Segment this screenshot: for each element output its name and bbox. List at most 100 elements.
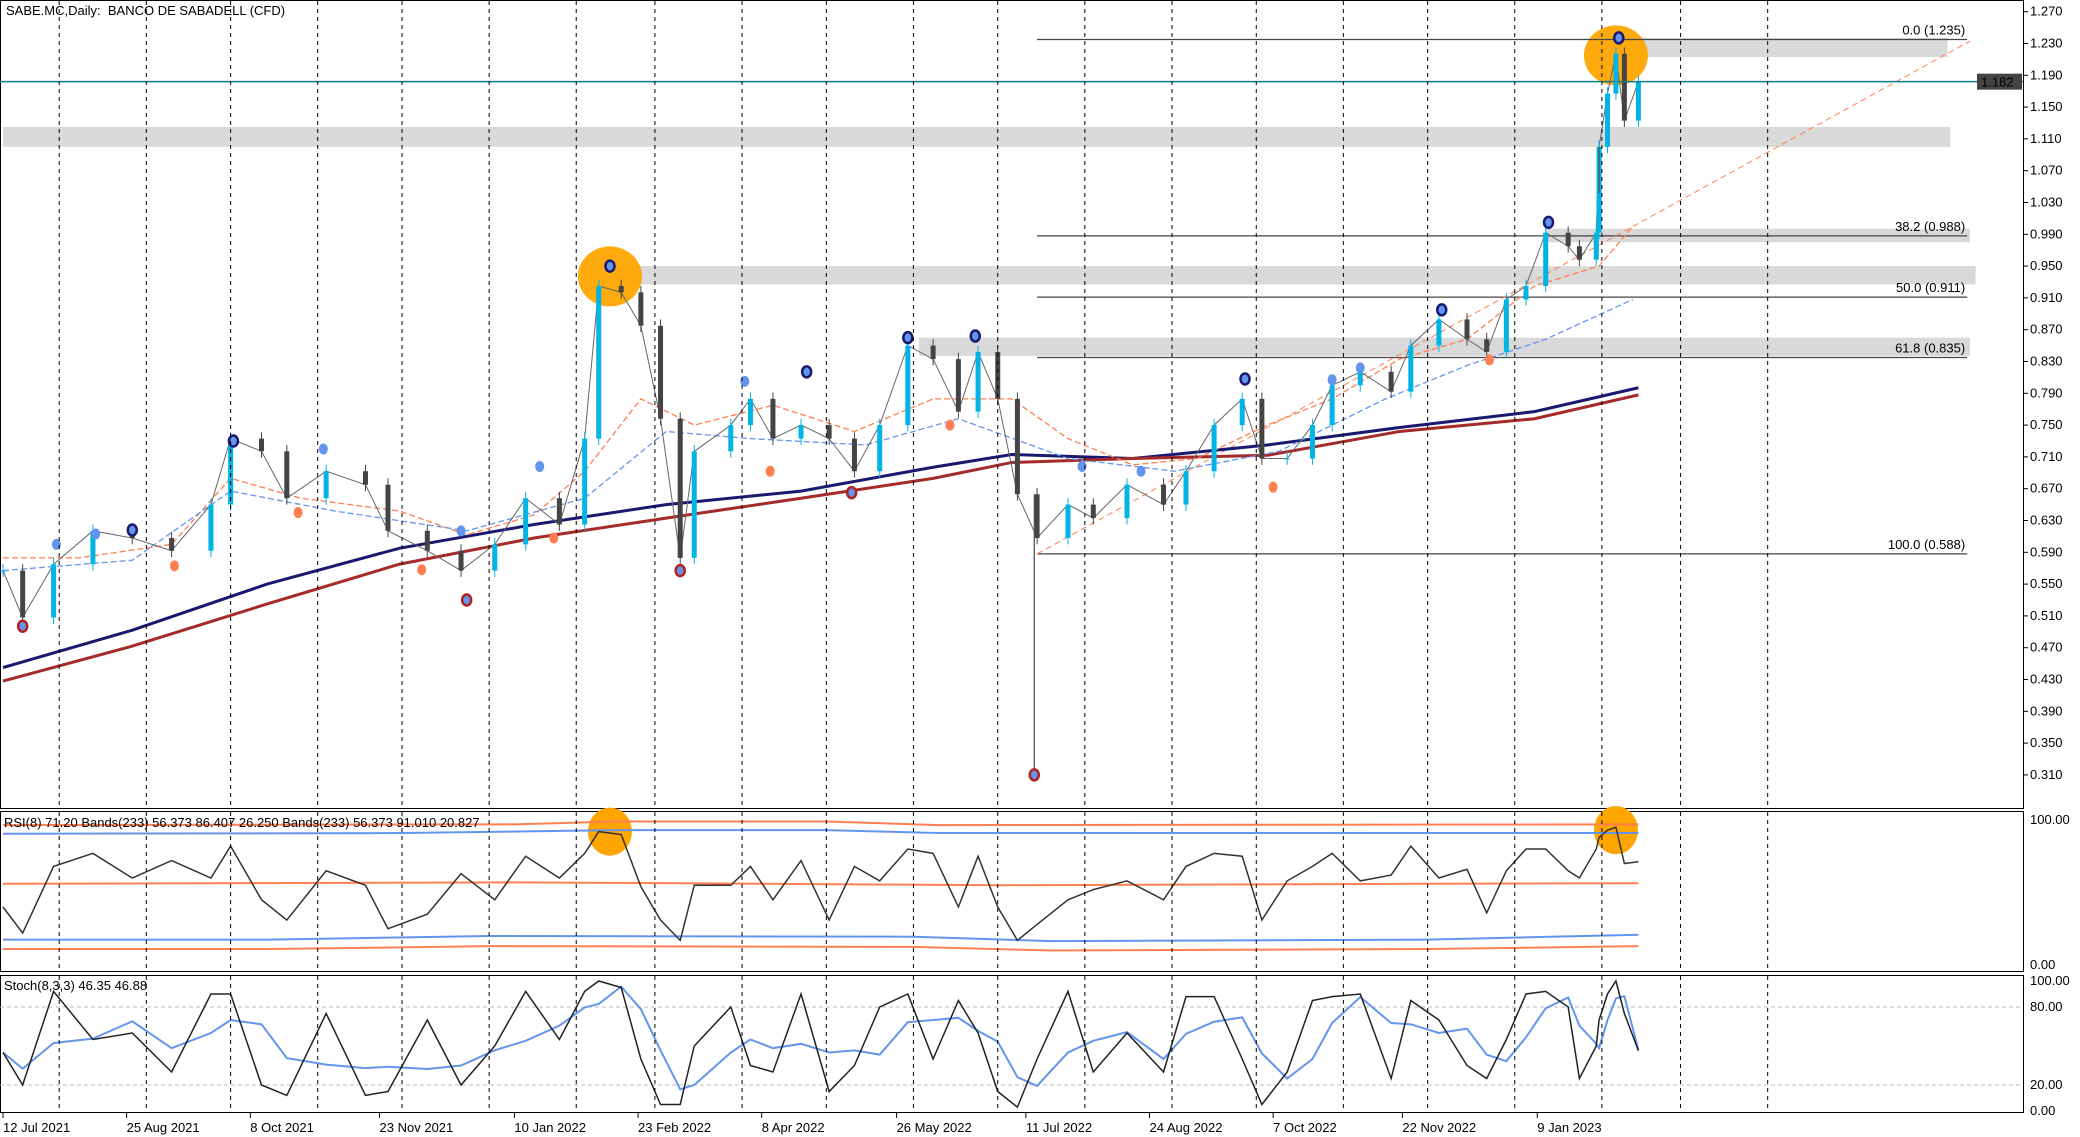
price-tick-label: 1.270 xyxy=(2030,4,2063,19)
stochastic-axis-label: 80.00 xyxy=(2030,999,2063,1014)
candle-body xyxy=(596,285,602,439)
candle-body xyxy=(492,544,498,571)
candle-body xyxy=(1621,53,1627,121)
candle-body xyxy=(1014,398,1020,495)
time-axis-label: 24 Aug 2022 xyxy=(1149,1120,1222,1135)
price-tick-label: 0.790 xyxy=(2030,385,2063,400)
candle-body xyxy=(90,530,96,565)
swing-low-major-marker xyxy=(674,563,686,578)
candle-body xyxy=(259,438,265,452)
price-tick-label: 0.590 xyxy=(2030,544,2063,559)
price-tick-label: 0.350 xyxy=(2030,735,2063,750)
candle-body xyxy=(691,451,697,558)
candle-body xyxy=(1239,398,1245,426)
candle-body xyxy=(424,530,430,551)
candle-body xyxy=(1284,458,1290,460)
swing-high-minor-marker xyxy=(1355,362,1365,374)
rsi-line xyxy=(2,826,1639,942)
price-tick-label: 1.150 xyxy=(2030,99,2063,114)
swing-low-major-marker xyxy=(460,593,473,607)
candle-body xyxy=(1593,232,1599,260)
time-axis-label: 7 Oct 2022 xyxy=(1273,1120,1337,1135)
stochastic-axis-label: 0.00 xyxy=(2030,1103,2055,1118)
price-tick-label: 0.550 xyxy=(2030,576,2063,591)
candle-body xyxy=(1576,246,1582,260)
time-axis-label: 10 Jan 2022 xyxy=(514,1120,586,1135)
candle-body xyxy=(1065,504,1071,538)
time-axis-label: 25 Aug 2021 xyxy=(127,1120,200,1135)
rsi-band-line xyxy=(3,933,1639,943)
swing-high-major-marker xyxy=(800,365,813,379)
swing-low-major-marker xyxy=(1028,768,1041,782)
swing-low-minor-marker xyxy=(293,507,303,519)
swing-high-major-marker xyxy=(604,259,616,273)
rsi-legend: RSI(8) 71.20 Bands(233) 56.373 86.407 26… xyxy=(4,815,480,830)
time-axis-label: 12 Jul 2021 xyxy=(3,1120,70,1135)
time-axis-label: 23 Nov 2021 xyxy=(380,1120,454,1135)
rsi-band-line xyxy=(2,820,1639,827)
candle-body xyxy=(826,425,832,439)
stochastic-legend: Stoch(8,3,3) 46.35 46.88 xyxy=(4,978,148,993)
time-axis-label: 9 Jan 2023 xyxy=(1537,1120,1601,1135)
candle-body xyxy=(523,498,529,545)
rsi-band-line xyxy=(3,945,1639,952)
price-tick-label: 0.750 xyxy=(2030,417,2063,432)
candle-body xyxy=(51,564,57,618)
candle-body xyxy=(770,398,776,439)
candle-body xyxy=(228,438,234,505)
swing-high-major-marker xyxy=(1435,303,1448,317)
main-price-panel[interactable]: 1.270 1.230 1.190 1.150 1.110 1.070 1.030 0.990… xyxy=(0,0,2063,809)
swing-high-minor-marker xyxy=(91,528,101,540)
highlight-ellipse xyxy=(577,246,642,307)
swing-low-major-marker xyxy=(845,485,858,500)
swing-high-major-marker xyxy=(1613,31,1625,45)
swing-low-minor-marker xyxy=(549,532,559,544)
time-axis: 12 Jul 2021 25 Aug 2021 8 Oct 2021 23 Nov 2… xyxy=(2,1,1769,1135)
fib-level-label: 100.0 (0.588) xyxy=(1888,537,1965,552)
price-tick-label: 0.670 xyxy=(2030,481,2063,496)
stochastic-k-line xyxy=(2,979,1640,1109)
price-tick-label: 0.910 xyxy=(2030,290,2063,305)
fib-level-label: 38.2 (0.988) xyxy=(1895,219,1965,234)
stochastic-panel[interactable]: 100.00 80.00 20.00 0.00 xyxy=(0,973,2070,1118)
price-tick-label: 0.470 xyxy=(2030,640,2063,655)
candle-body xyxy=(728,425,734,452)
candle-body xyxy=(385,484,391,531)
rsi-panel[interactable]: 100.00 0.00 xyxy=(0,806,2070,972)
swing-low-major-marker xyxy=(16,619,29,633)
candle-body xyxy=(1436,319,1442,346)
candle-body xyxy=(582,438,588,525)
price-tick-label: 0.950 xyxy=(2030,258,2063,273)
candle-body xyxy=(1309,425,1315,459)
candle-body xyxy=(1211,425,1217,472)
swing-high-major-marker xyxy=(227,434,240,448)
candle-body xyxy=(1464,319,1470,340)
candle-body xyxy=(618,285,624,293)
swing-high-minor-marker xyxy=(318,443,328,455)
price-tick-label: 0.990 xyxy=(2030,226,2063,241)
time-axis-label: 23 Feb 2022 xyxy=(638,1120,711,1135)
candle-body xyxy=(284,451,290,499)
swing-high-minor-marker xyxy=(51,538,61,550)
rsi-band-line xyxy=(2,829,1639,835)
support-resistance-zone xyxy=(919,337,1970,356)
swing-low-minor-marker xyxy=(945,419,955,431)
candle-body xyxy=(362,471,368,485)
candle-body xyxy=(1503,299,1509,352)
moving-average-line xyxy=(2,393,1639,683)
moving-average-line xyxy=(2,386,1639,670)
swing-low-minor-marker xyxy=(1484,354,1494,366)
candle-body xyxy=(930,345,936,360)
time-axis-label: 22 Nov 2022 xyxy=(1402,1120,1476,1135)
rsi-band-line xyxy=(2,881,1639,887)
swing-high-minor-marker xyxy=(1077,460,1087,472)
swing-high-minor-marker xyxy=(1327,374,1337,386)
candle-body xyxy=(20,570,26,618)
candle-body xyxy=(798,425,804,439)
price-tick-label: 1.070 xyxy=(2030,163,2063,178)
price-tick-label: 0.830 xyxy=(2030,354,2063,369)
swing-low-minor-marker xyxy=(417,564,427,576)
current-price-badge xyxy=(1977,73,2022,90)
candle-body xyxy=(1388,371,1394,392)
